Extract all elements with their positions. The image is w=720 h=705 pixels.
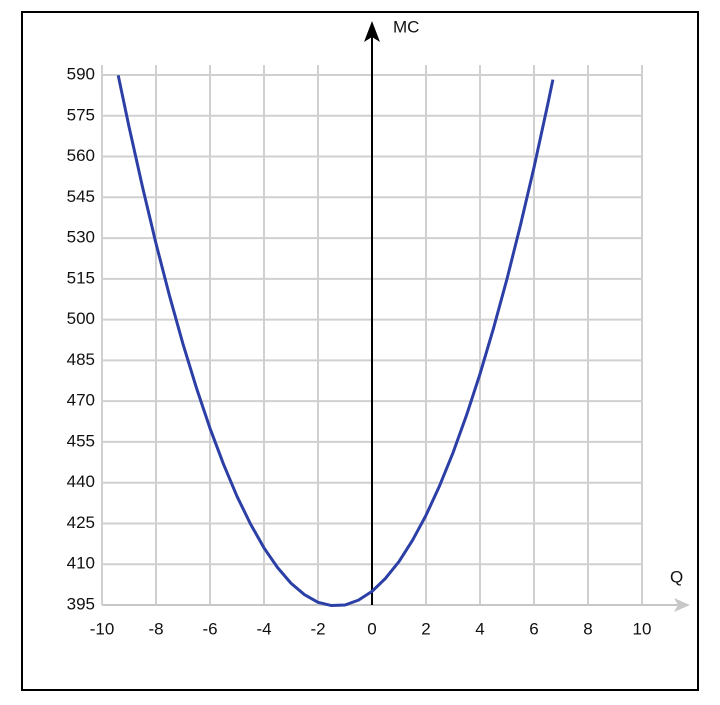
x-tick-label: 8 [583, 619, 592, 638]
x-axis-label: Q [670, 567, 683, 586]
y-tick-label: 590 [67, 64, 95, 83]
y-tick-label: 575 [67, 105, 95, 124]
y-tick-label: 545 [67, 187, 95, 206]
y-tick-label: 515 [67, 268, 95, 287]
y-axis-label: MC [393, 17, 419, 36]
y-tick-label: 395 [67, 594, 95, 613]
x-tick-label: -2 [310, 619, 325, 638]
x-tick-label: 2 [421, 619, 430, 638]
x-tick-label: 6 [529, 619, 538, 638]
y-tick-label: 560 [67, 146, 95, 165]
y-tick-label: 425 [67, 513, 95, 532]
x-tick-label: 10 [633, 619, 652, 638]
x-tick-label: 4 [475, 619, 484, 638]
x-axis-arrow [674, 598, 690, 612]
y-tick-label: 500 [67, 309, 95, 328]
y-tick-label: 440 [67, 472, 95, 491]
x-tick-label: -10 [90, 619, 115, 638]
y-axis-arrow [364, 21, 380, 42]
mc-curve [116, 74, 555, 608]
x-tick-label: -8 [148, 619, 163, 638]
y-tick-label: 410 [67, 554, 95, 573]
x-tick-label: -4 [256, 619, 271, 638]
x-tick-label: 0 [367, 619, 376, 638]
frame [21, 11, 699, 691]
x-tick-label: -6 [202, 619, 217, 638]
y-tick-label: 470 [67, 391, 95, 410]
y-tick-label: 485 [67, 350, 95, 369]
y-tick-label: 530 [67, 228, 95, 247]
y-tick-label: 455 [67, 431, 95, 450]
